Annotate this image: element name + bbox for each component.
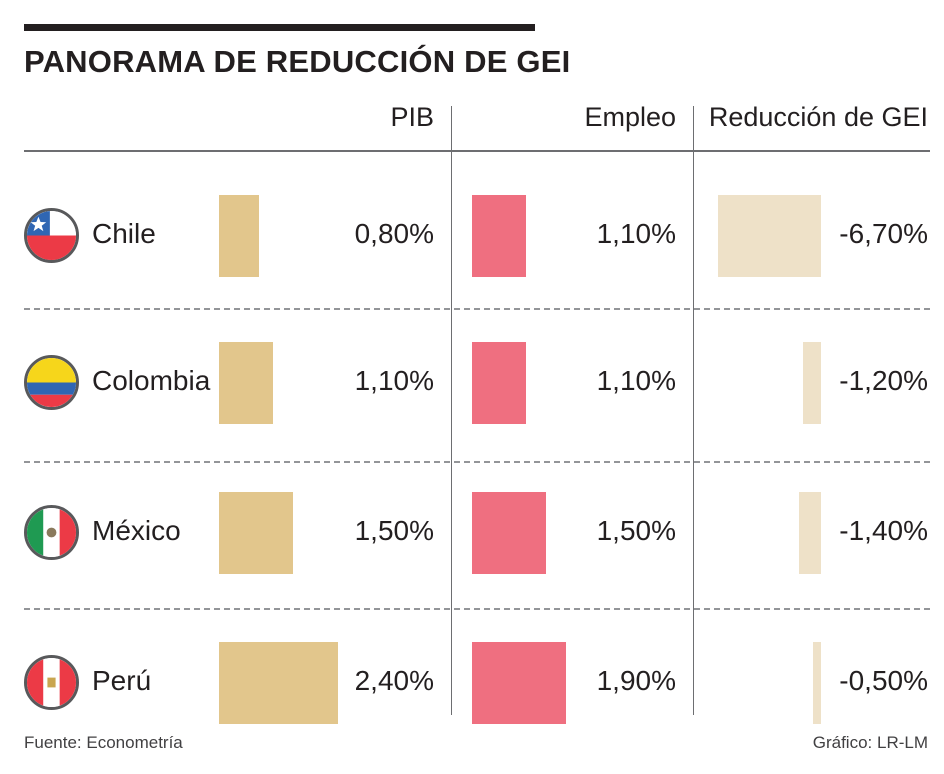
- empleo-bar: [472, 642, 566, 724]
- gei-value-label: -1,20%: [839, 365, 928, 396]
- country-label: México: [92, 515, 181, 546]
- chile-flag-icon: [24, 208, 79, 263]
- gei-bar: [803, 342, 821, 424]
- column-header-empleo: Empleo: [584, 102, 676, 132]
- gei-bar: [813, 642, 821, 724]
- pib-value-label: 1,50%: [354, 515, 434, 546]
- row-divider: [24, 308, 930, 310]
- credit-note: Gráfico: LR-LM: [812, 733, 928, 752]
- title-rule: [24, 24, 535, 31]
- header-rule: [24, 150, 930, 152]
- chart-title: PANORAMA DE REDUCCIÓN DE GEI: [24, 44, 571, 79]
- column-header-gei: Reducción de GEI: [708, 102, 928, 132]
- empleo-bar: [472, 492, 546, 574]
- gei-bar: [718, 195, 821, 277]
- colombia-flag-icon: [24, 355, 79, 410]
- pib-value-label: 0,80%: [354, 218, 434, 249]
- country-label: Colombia: [92, 365, 211, 396]
- empleo-bar: [472, 342, 526, 424]
- gei-value-label: -6,70%: [839, 218, 928, 249]
- row-divider: [24, 608, 930, 610]
- pib-bar: [219, 195, 259, 277]
- pib-value-label: 2,40%: [354, 665, 434, 696]
- column-divider: [693, 106, 694, 715]
- pib-value-label: 1,10%: [354, 365, 434, 396]
- gei-bar: [799, 492, 821, 574]
- pib-bar: [219, 492, 293, 574]
- empleo-value-label: 1,50%: [596, 515, 676, 546]
- pib-bar: [219, 642, 338, 724]
- column-divider: [451, 106, 452, 715]
- gei-value-label: -0,50%: [839, 665, 928, 696]
- empleo-value-label: 1,10%: [596, 218, 676, 249]
- mexico-flag-icon: [24, 505, 79, 560]
- gei-value-label: -1,40%: [839, 515, 928, 546]
- empleo-bar: [472, 195, 526, 277]
- empleo-value-label: 1,10%: [596, 365, 676, 396]
- column-header-pib: PIB: [390, 102, 434, 132]
- pib-bar: [219, 342, 273, 424]
- country-label: Chile: [92, 218, 156, 249]
- source-note: Fuente: Econometría: [24, 733, 183, 752]
- row-divider: [24, 461, 930, 463]
- country-label: Perú: [92, 665, 152, 696]
- peru-flag-icon: [24, 655, 79, 710]
- empleo-value-label: 1,90%: [596, 665, 676, 696]
